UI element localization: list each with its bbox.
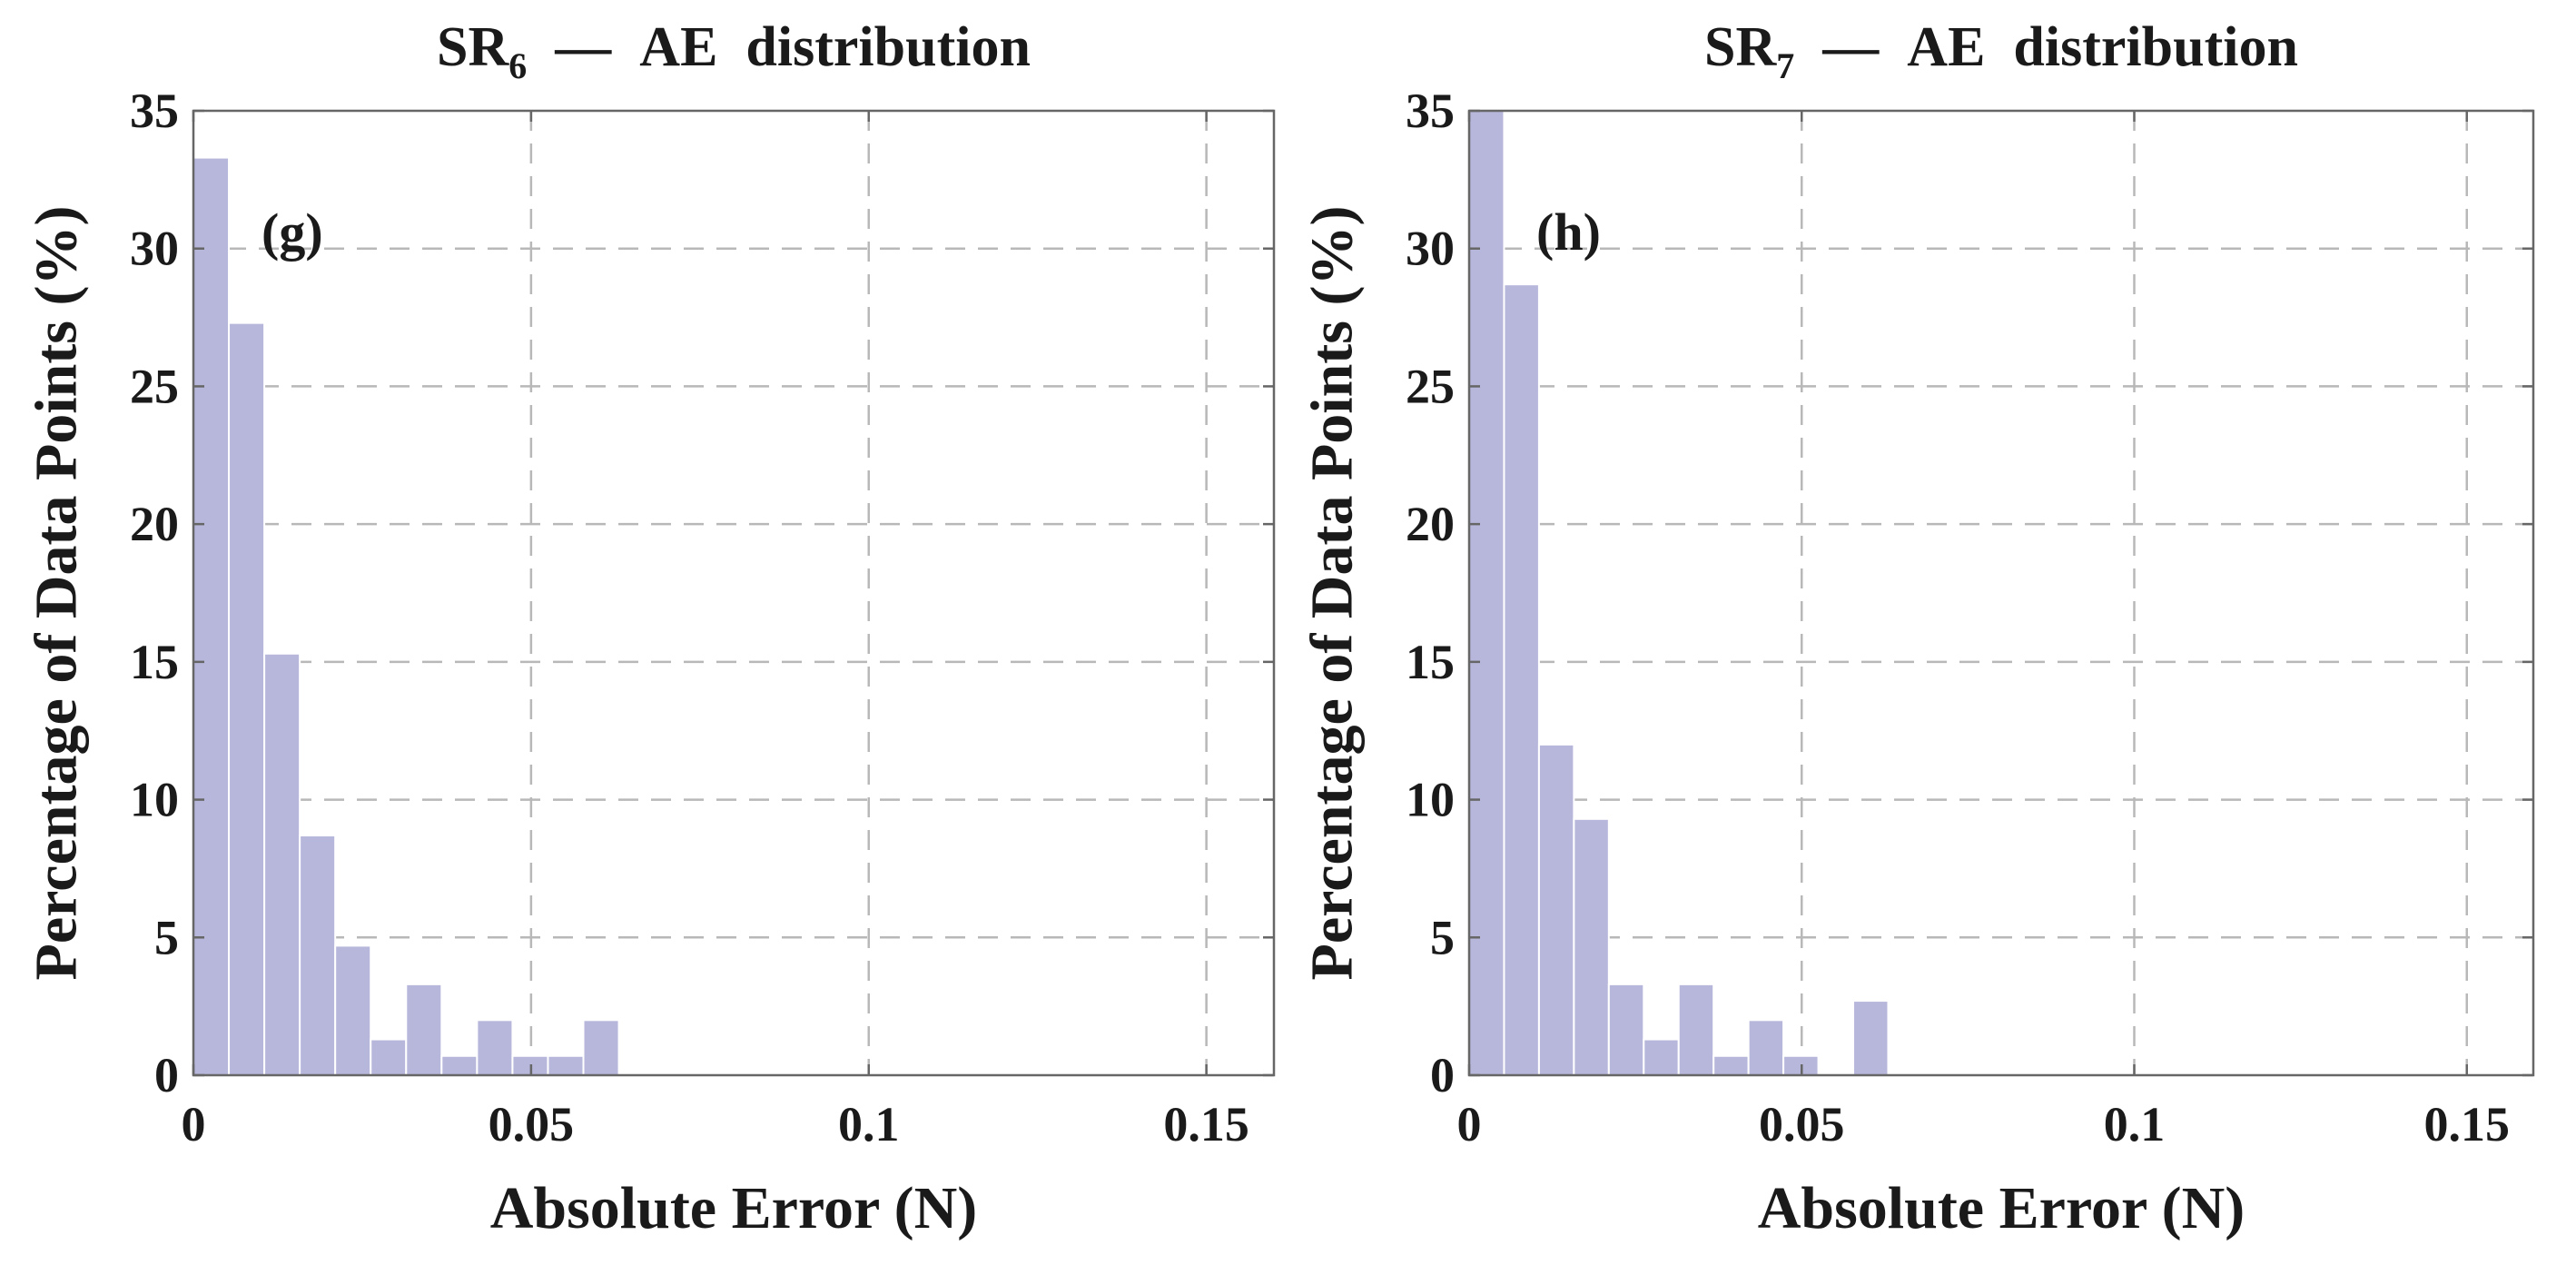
x-tick-label: 0 <box>1457 1097 1482 1151</box>
chart-title-main: SR <box>437 16 509 78</box>
chart-title: SR6 — AE distribution <box>437 16 1031 86</box>
histogram-bar <box>1468 110 1505 1076</box>
x-tick-label: 0.1 <box>838 1097 900 1151</box>
histogram-bar <box>1747 1019 1785 1077</box>
x-tick-label: 0.15 <box>2424 1097 2511 1151</box>
histogram-bar <box>228 321 266 1076</box>
histogram-bar <box>1607 983 1645 1076</box>
x-tick-label: 0 <box>182 1097 206 1151</box>
histogram-bar <box>440 1054 479 1077</box>
chart-panel-g: 0 0.05 0.1 0.15 0 5 10 15 20 25 30 35 SR6 — AE distr… <box>24 16 1276 1241</box>
chart-title-main: SR <box>1704 16 1777 78</box>
axes-frame <box>1467 109 2535 1077</box>
y-tick-label: 5 <box>1430 910 1455 964</box>
y-axis-label: Percentage of Data Points (%) <box>1299 206 1366 981</box>
chart-title-subscript: 6 <box>508 45 527 86</box>
y-tick-label: 15 <box>130 635 179 689</box>
histogram-bar <box>334 944 372 1076</box>
y-tick-label: 35 <box>130 84 179 138</box>
chart-title: SR7 — AE distribution <box>1704 16 2298 86</box>
x-axis-label: Absolute Error (N) <box>1758 1175 2245 1241</box>
y-tick-label: 0 <box>1430 1048 1455 1102</box>
histogram-bar <box>1712 1054 1750 1077</box>
x-tick-label: 0.05 <box>489 1097 575 1151</box>
y-tick-label: 20 <box>130 497 179 551</box>
y-tick-label: 15 <box>1406 635 1455 689</box>
histogram-bar <box>1643 1038 1680 1077</box>
y-tick-label: 25 <box>1406 359 1455 413</box>
y-tick-label: 5 <box>154 910 179 964</box>
histogram-bar <box>476 1019 514 1077</box>
panel-annotation: (g) <box>262 203 323 262</box>
x-axis-label: Absolute Error (N) <box>490 1175 978 1241</box>
histogram-bar <box>582 1019 620 1077</box>
x-tick-label: 0.15 <box>1163 1097 1249 1151</box>
y-tick-label: 10 <box>130 773 179 827</box>
y-axis-label: Percentage of Data Points (%) <box>24 206 90 981</box>
panel-annotation: (h) <box>1536 203 1601 262</box>
y-tick-label: 30 <box>130 222 179 276</box>
chart-title-rest: — AE distribution <box>1794 16 2298 78</box>
histogram-bar <box>405 983 443 1076</box>
y-tick-label: 10 <box>1406 773 1455 827</box>
y-tick-label: 20 <box>1406 497 1455 551</box>
chart-title-rest: — AE distribution <box>527 16 1031 78</box>
x-tick-label: 0.05 <box>1759 1097 1845 1151</box>
x-tick-label: 0.1 <box>2104 1097 2166 1151</box>
histogram-bar <box>1852 1000 1890 1077</box>
histogram-bar <box>1573 817 1610 1076</box>
histogram-bar <box>1503 283 1540 1077</box>
histogram-bar <box>1677 983 1715 1076</box>
histogram-bar <box>547 1054 585 1077</box>
histogram-bar <box>1537 743 1575 1077</box>
y-tick-label: 0 <box>154 1048 179 1102</box>
histogram-bar <box>370 1038 408 1077</box>
histogram-bar <box>299 835 337 1076</box>
y-tick-label: 35 <box>1406 84 1455 138</box>
histogram-bar <box>263 652 301 1076</box>
axes-frame <box>192 109 1276 1077</box>
y-tick-label: 30 <box>1406 222 1455 276</box>
chart-panel-h: 0 0.05 0.1 0.15 0 5 10 15 20 25 30 35 SR7 — AE distr… <box>1299 16 2535 1241</box>
chart-title-subscript: 7 <box>1776 45 1794 86</box>
y-tick-label: 25 <box>130 359 179 413</box>
